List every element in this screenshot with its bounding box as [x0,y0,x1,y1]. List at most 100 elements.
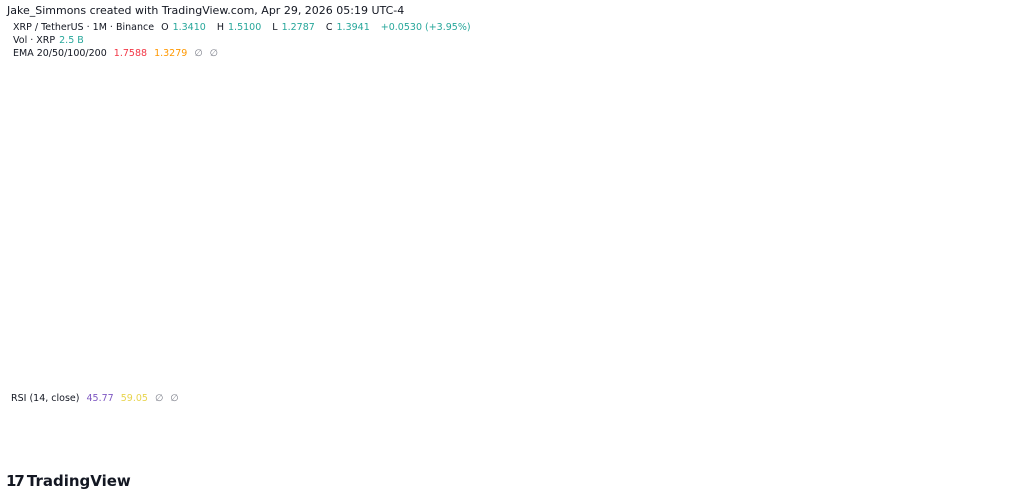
time-tick-label: 2021 [214,445,237,455]
low-value: 1.2787 [281,22,315,33]
grid [0,28,955,441]
volume-bar [294,361,302,388]
candle-body [529,217,537,221]
volume-bar [348,369,356,388]
time-tick-label: Jul [925,445,937,455]
volume-bar [176,373,184,388]
candle-body [421,245,428,261]
volume-bar [773,375,781,388]
candle-body [249,134,256,229]
volume-bar [628,375,636,388]
candle-body [439,255,446,274]
rsi-label: RSI (14, close) [11,393,80,404]
volume-bar [683,376,691,388]
volume-bar [158,382,166,388]
ema-label: EMA 20/50/100/200 [13,48,107,59]
volume-bar [85,381,93,388]
time-tick-label: 2020 [105,445,128,455]
candle-body [719,71,727,78]
volume-bar [22,382,30,388]
volume-bar [420,366,428,388]
candle-body [574,217,582,238]
volume-bar [40,382,48,388]
rsi-tick-label: 75.00 [963,395,989,405]
open-value: 1.3410 [172,22,206,33]
price-tick-label: 0.8000 [963,190,995,200]
candle-body [593,233,600,244]
volume-bar [529,372,537,388]
candle-body [240,228,247,252]
price-tick-label: 0.1250 [963,362,995,372]
volume-bar [257,313,265,388]
volume-bar [610,361,618,388]
price-tick-label: 0.6000 [963,217,995,227]
volume-bar [384,372,392,388]
candle-body [95,284,102,314]
volume-bar [692,378,700,388]
candle-body [656,68,663,106]
volume-bar [330,372,338,388]
volume-bar [31,385,39,388]
candle-body [710,71,718,99]
volume-bar [556,370,564,388]
volume-bar [547,370,555,388]
candle-body [412,241,419,246]
volume-bar [493,360,501,388]
volume-bar [764,378,772,388]
time-tick-label: Jul [273,445,285,455]
time-tick-label: 2022 [322,445,345,455]
rsi-line [134,390,796,432]
time-tick-label: Jul [164,445,176,455]
candle-body [212,210,220,314]
volume-bar [411,367,419,388]
volume-legend[interactable]: Vol · XRP 2.5 B [13,35,88,46]
rsi-ma-value: 59.05 [120,393,148,404]
candle-body [701,98,709,102]
rsi-tick-label: 50.00 [963,416,989,426]
price-tag [956,135,990,160]
time-tick-label: 2024 [540,445,563,455]
axis-separator [956,388,1024,389]
volume-bar [67,382,75,388]
volume-bar [167,378,175,388]
volume-bar [58,379,66,388]
candle-body [185,291,193,306]
change-value: +0.0530 (+3.95%) [380,22,471,33]
rsi-band-background [0,403,955,437]
volume-bar [466,370,474,388]
symbol-tag [897,135,954,149]
candle-body [737,76,745,94]
price-tick-label: 1.8000 [963,115,995,125]
support-zone [496,168,823,182]
candle-body [231,239,238,252]
candle-body [140,317,147,338]
time-tick-label: Jul [56,445,68,455]
ema-legend[interactable]: EMA 20/50/100/200 1.7588 1.3279 ∅ ∅ [13,48,222,59]
trendline [252,110,642,228]
candle-body [22,281,30,283]
candle-body [131,309,138,338]
close-value: 1.3941 [336,22,370,33]
candle-body [384,265,392,282]
candle-body [258,134,265,181]
volume-bar [638,342,645,388]
rsi-legend[interactable]: RSI (14, close) 45.77 59.05 ∅ ∅ [11,393,183,404]
volume-bar [475,372,483,388]
time-tick-label: Jul [599,445,611,455]
time-tick-label: 2026 [757,445,780,455]
candles [4,53,799,378]
time-tick-label: Jul [707,445,719,455]
volume-bar [49,378,57,388]
time-tick-label: Jul [382,445,394,455]
price-tick-label: 0.1600 [963,339,995,349]
rsi-extra-1: ∅ [154,393,164,404]
symbol-title[interactable]: XRP / TetherUS · 1M · Binance [13,22,155,33]
price-tick-label: 0.4500 [963,243,995,253]
candle-body [86,287,93,302]
time-tick-label: Jul [816,445,828,455]
volume-bar [665,367,673,388]
fib-level-label: 0.618 (1.5763) [828,127,899,138]
volume-bar [728,376,736,388]
fib-level-label: 0.236 (2.8667) [828,71,899,82]
